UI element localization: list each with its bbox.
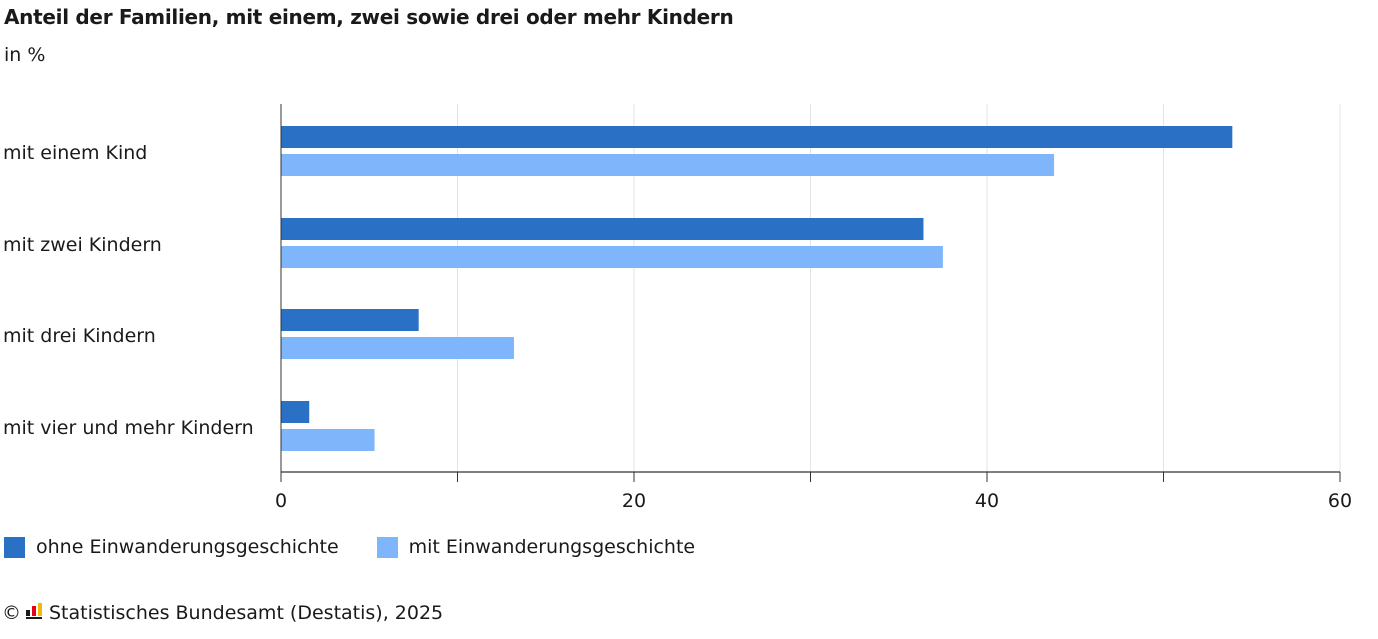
bar-mit-1: [281, 246, 943, 268]
bar-mit-0: [281, 154, 1055, 176]
bar-chart: mit einem Kind mit zwei Kindern mit drei K…: [3, 104, 1352, 512]
x-tick-label-0: 0: [275, 490, 287, 512]
bar-ohne-3: [281, 401, 310, 423]
category-label-2: mit drei Kindern: [3, 325, 156, 347]
chart-subtitle: in %: [4, 44, 46, 66]
category-label-1: mit zwei Kindern: [3, 234, 162, 256]
destatis-logo-icon: [25, 601, 43, 624]
legend-swatch-mit: [376, 536, 398, 558]
legend: ohne Einwanderungsgeschichte mit Einwand…: [4, 536, 733, 558]
bar-ohne-1: [281, 218, 924, 240]
legend-label-ohne: ohne Einwanderungsgeschichte: [36, 536, 339, 558]
bar-ohne-2: [281, 309, 419, 331]
copyright-symbol: ©: [2, 601, 21, 624]
source-footer: © Statistisches Bundesamt (Destatis), 20…: [2, 601, 443, 624]
source-text: Statistisches Bundesamt (Destatis), 2025: [49, 601, 444, 624]
legend-swatch-ohne: [4, 536, 25, 558]
bar-ohne-0: [281, 126, 1233, 148]
x-tick-label-3: 60: [1328, 490, 1352, 512]
chart-title: Anteil der Familien, mit einem, zwei sow…: [4, 5, 734, 29]
legend-item-ohne[interactable]: ohne Einwanderungsgeschichte: [4, 536, 339, 558]
category-label-3: mit vier und mehr Kindern: [3, 417, 254, 439]
legend-label-mit: mit Einwanderungsgeschichte: [408, 536, 696, 558]
legend-item-mit[interactable]: mit Einwanderungsgeschichte: [376, 536, 696, 558]
x-tick-label-2: 40: [975, 490, 999, 512]
bar-mit-3: [281, 429, 375, 451]
bar-mit-2: [281, 337, 514, 359]
category-label-0: mit einem Kind: [3, 142, 147, 164]
x-tick-label-1: 20: [622, 490, 646, 512]
